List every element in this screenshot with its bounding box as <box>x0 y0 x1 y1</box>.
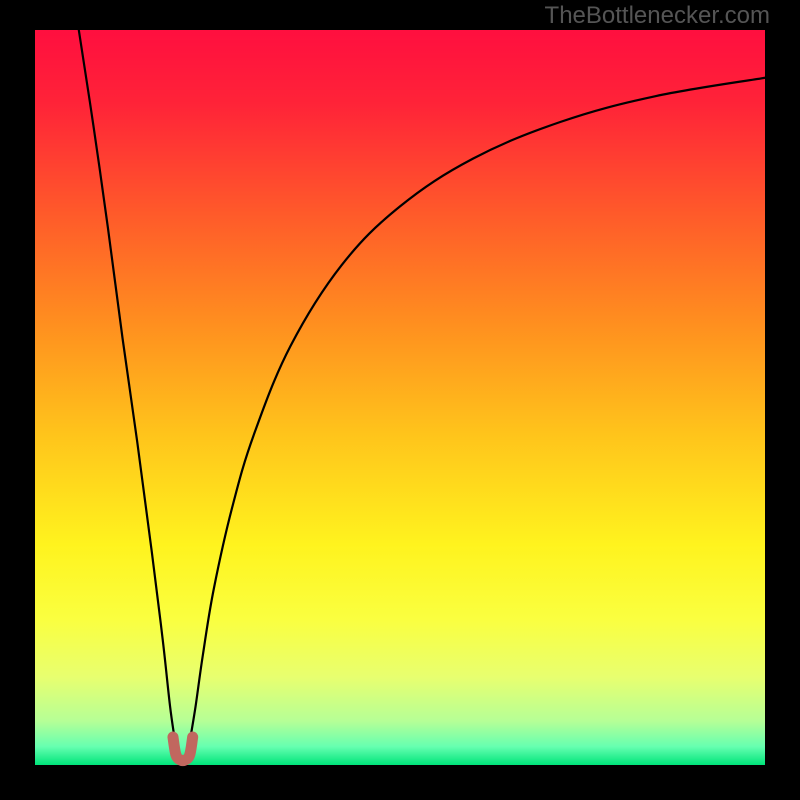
plot-background-gradient <box>35 30 765 765</box>
chart-stage: TheBottlenecker.com <box>0 0 800 800</box>
watermark-label: TheBottlenecker.com <box>545 2 770 30</box>
